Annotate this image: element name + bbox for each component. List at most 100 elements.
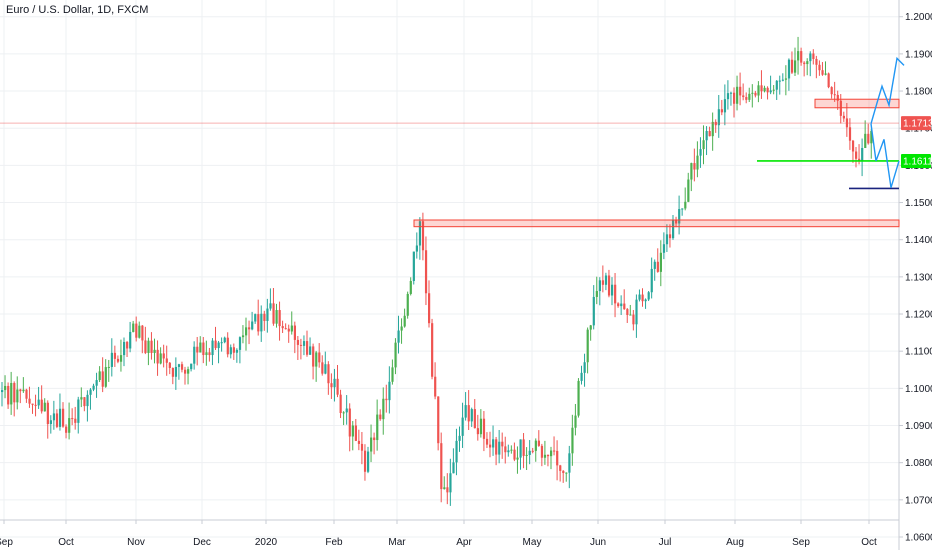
candle-body xyxy=(418,221,422,246)
candle-body xyxy=(13,383,16,403)
candle-body xyxy=(769,90,772,93)
candle-body xyxy=(89,389,92,395)
candle-body xyxy=(623,303,626,310)
candle-body xyxy=(580,372,583,381)
candle-body xyxy=(220,342,223,344)
candle-body xyxy=(132,323,135,332)
resistance-zone-1.176 xyxy=(814,98,900,109)
candle-body xyxy=(174,366,178,377)
x-tick-label: Dec xyxy=(193,537,211,548)
candle-body xyxy=(778,80,781,82)
candle-body xyxy=(104,367,107,387)
candle-body xyxy=(397,330,400,343)
candle-body xyxy=(257,314,260,332)
candle-body xyxy=(729,92,733,94)
price-tag-label: 1.17138 xyxy=(903,119,932,130)
candle-body xyxy=(742,95,745,98)
candle-body xyxy=(68,418,71,433)
candle-body xyxy=(693,163,696,170)
candle-body xyxy=(516,457,519,460)
candle-body xyxy=(836,94,839,101)
candle-body xyxy=(229,347,232,355)
candle-body xyxy=(708,131,711,137)
candle-body xyxy=(851,140,855,152)
candle-body xyxy=(806,61,809,65)
candle-body xyxy=(309,346,312,355)
candle-body xyxy=(510,449,513,451)
candle-body xyxy=(226,337,229,355)
candle-body xyxy=(28,398,31,404)
candle-body xyxy=(254,314,257,322)
candle-body xyxy=(379,414,382,420)
candle-body xyxy=(385,398,388,401)
candle-body xyxy=(333,378,336,388)
candle-body xyxy=(638,294,641,300)
candle-body xyxy=(784,78,788,80)
x-tick-label: 2020 xyxy=(255,537,278,548)
candle-body xyxy=(470,409,473,422)
candle-body xyxy=(675,219,678,224)
candle-body xyxy=(644,299,647,302)
candle-body xyxy=(232,347,235,353)
candle-body xyxy=(138,325,141,338)
candle-body xyxy=(827,73,830,88)
candle-body xyxy=(507,450,510,453)
y-tick-label: 1.09000 xyxy=(905,421,932,432)
candle-body xyxy=(394,342,397,368)
candle-body xyxy=(321,362,324,374)
candle-body xyxy=(736,86,739,104)
candle-body xyxy=(702,140,705,150)
candle-body xyxy=(574,415,577,428)
candle-body xyxy=(354,425,357,441)
candle-body xyxy=(296,339,300,345)
candle-body xyxy=(629,314,632,316)
x-tick-label: Mar xyxy=(388,537,406,548)
candle-body xyxy=(367,451,370,472)
candle-body xyxy=(461,417,464,436)
candle-body xyxy=(71,418,74,420)
x-tick-label: Apr xyxy=(456,537,472,548)
candle-body xyxy=(370,437,373,452)
candle-body xyxy=(440,443,443,490)
candle-body xyxy=(98,371,101,381)
candle-body xyxy=(113,352,117,359)
candle-body xyxy=(687,179,690,202)
candle-body xyxy=(373,437,376,441)
candle-body xyxy=(824,73,827,75)
candle-body xyxy=(107,366,110,368)
candle-body xyxy=(55,413,59,427)
candle-body xyxy=(565,472,568,474)
candle-body xyxy=(58,408,62,427)
x-tick-label: Aug xyxy=(726,537,744,548)
candle-body xyxy=(449,473,452,493)
candle-body xyxy=(583,362,586,373)
candle-body xyxy=(40,399,43,412)
candle-body xyxy=(589,325,592,330)
candle-body xyxy=(803,62,806,65)
x-tick-label: Oct xyxy=(861,537,877,548)
candle-body xyxy=(504,446,507,453)
candle-body xyxy=(772,89,775,91)
candle-body xyxy=(43,402,46,412)
candle-body xyxy=(260,313,263,332)
candle-body xyxy=(382,398,385,420)
candle-body xyxy=(315,352,318,367)
candle-body xyxy=(489,444,492,448)
candle-body xyxy=(656,261,659,272)
candle-body xyxy=(821,70,824,75)
candle-body xyxy=(165,358,168,363)
candle-body xyxy=(62,408,65,427)
candle-body xyxy=(711,121,714,137)
candle-body xyxy=(339,394,342,414)
candle-body xyxy=(443,487,446,490)
candle-body xyxy=(336,378,339,395)
candle-body xyxy=(223,337,226,343)
x-tick-label: Sep xyxy=(792,537,810,548)
y-tick-label: 1.12000 xyxy=(905,310,932,321)
y-tick-label: 1.06000 xyxy=(905,532,932,543)
candle-body xyxy=(123,341,126,356)
candle-body xyxy=(269,303,272,309)
candle-body xyxy=(144,340,147,353)
candle-body xyxy=(135,323,138,338)
